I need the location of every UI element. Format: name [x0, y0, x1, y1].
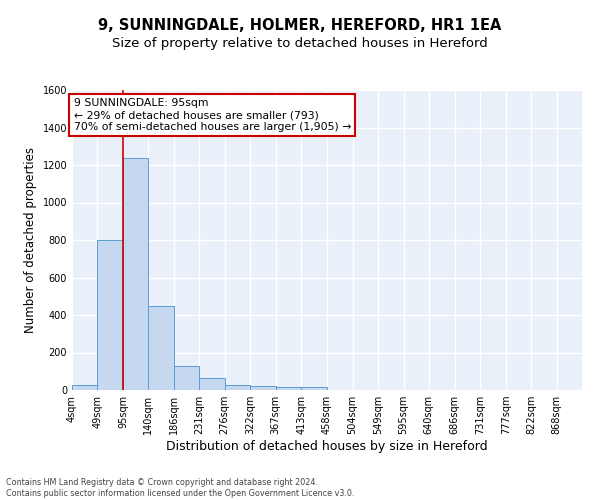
Bar [97, 240, 123, 390]
Text: 9, SUNNINGDALE, HOLMER, HEREFORD, HR1 1EA: 9, SUNNINGDALE, HOLMER, HEREFORD, HR1 1E… [98, 18, 502, 32]
X-axis label: Distribution of detached houses by size in Hereford: Distribution of detached houses by size … [166, 440, 488, 453]
Bar [123, 158, 148, 390]
Bar [199, 378, 224, 390]
Bar [250, 386, 275, 390]
Bar [72, 386, 97, 390]
Bar [148, 306, 174, 390]
Text: Size of property relative to detached houses in Hereford: Size of property relative to detached ho… [112, 38, 488, 51]
Text: Contains HM Land Registry data © Crown copyright and database right 2024.
Contai: Contains HM Land Registry data © Crown c… [6, 478, 355, 498]
Bar [224, 385, 250, 390]
Y-axis label: Number of detached properties: Number of detached properties [24, 147, 37, 333]
Bar [174, 366, 199, 390]
Text: 9 SUNNINGDALE: 95sqm
← 29% of detached houses are smaller (793)
70% of semi-deta: 9 SUNNINGDALE: 95sqm ← 29% of detached h… [74, 98, 351, 132]
Bar [301, 387, 327, 390]
Bar [275, 387, 301, 390]
